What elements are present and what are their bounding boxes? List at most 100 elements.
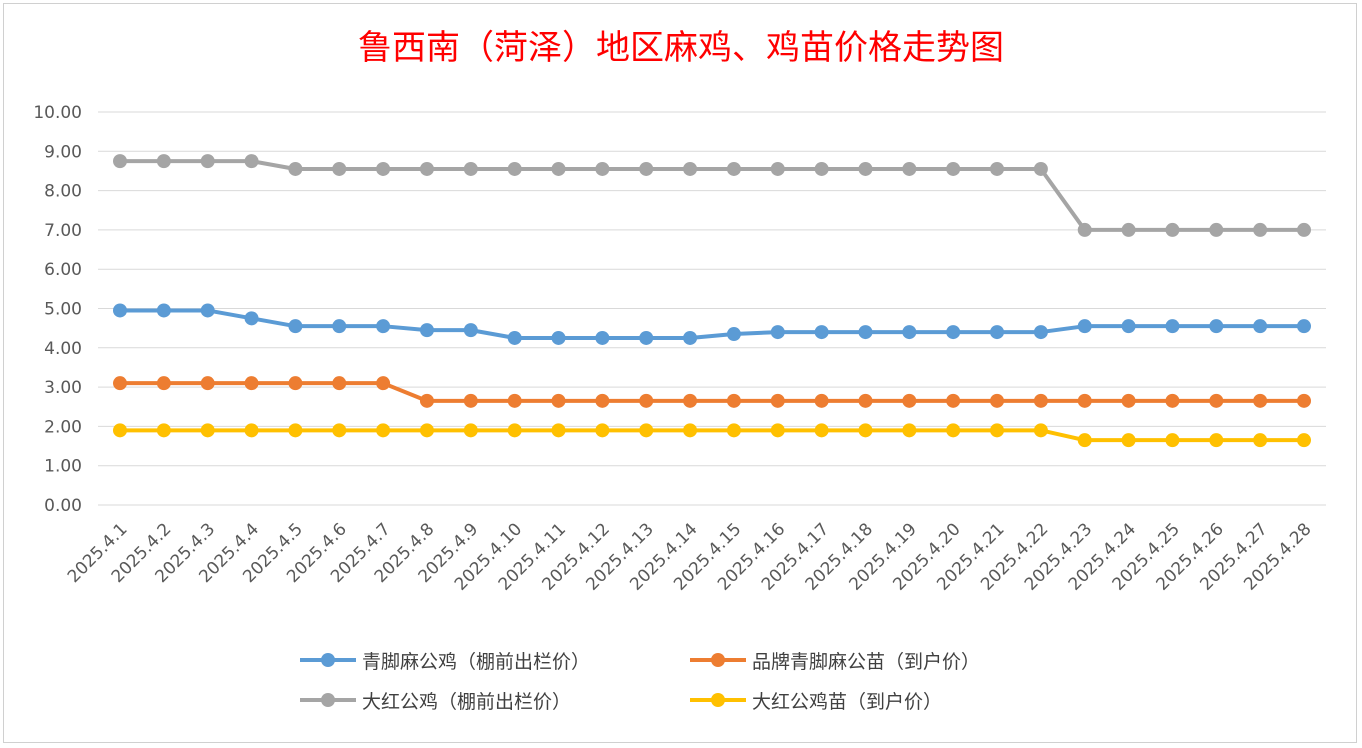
- data-point-s3-3[interactable]: [244, 423, 259, 438]
- data-point-s2-20[interactable]: [990, 161, 1005, 176]
- data-point-s3-7[interactable]: [419, 423, 434, 438]
- legend-item-series-0[interactable]: 青脚麻公鸡（棚前出栏价）: [300, 646, 690, 674]
- data-point-s0-11[interactable]: [595, 330, 610, 345]
- data-point-s0-5[interactable]: [332, 319, 347, 334]
- data-point-s1-13[interactable]: [683, 393, 698, 408]
- legend-item-series-1[interactable]: 品牌青脚麻公苗（到户价）: [690, 646, 1080, 674]
- data-point-s0-23[interactable]: [1121, 319, 1136, 334]
- data-point-s1-21[interactable]: [1033, 393, 1048, 408]
- data-point-s2-13[interactable]: [683, 161, 698, 176]
- data-point-s0-8[interactable]: [463, 323, 478, 338]
- data-point-s2-12[interactable]: [639, 161, 654, 176]
- data-point-s0-27[interactable]: [1297, 319, 1311, 334]
- data-point-s3-5[interactable]: [332, 423, 347, 438]
- data-point-s1-2[interactable]: [200, 376, 215, 391]
- data-point-s2-8[interactable]: [463, 161, 478, 176]
- data-point-s2-23[interactable]: [1121, 222, 1136, 237]
- data-point-s0-17[interactable]: [858, 325, 873, 340]
- data-point-s3-26[interactable]: [1253, 433, 1268, 448]
- data-point-s0-22[interactable]: [1077, 319, 1092, 334]
- data-point-s2-14[interactable]: [726, 161, 741, 176]
- data-point-s2-18[interactable]: [902, 161, 917, 176]
- data-point-s1-26[interactable]: [1253, 393, 1268, 408]
- data-point-s0-10[interactable]: [551, 330, 566, 345]
- data-point-s2-10[interactable]: [551, 161, 566, 176]
- data-point-s3-22[interactable]: [1077, 433, 1092, 448]
- data-point-s1-15[interactable]: [770, 393, 785, 408]
- data-point-s3-21[interactable]: [1033, 423, 1048, 438]
- data-point-s0-4[interactable]: [288, 319, 303, 334]
- data-point-s3-1[interactable]: [156, 423, 171, 438]
- data-point-s3-16[interactable]: [814, 423, 829, 438]
- legend-item-series-3[interactable]: 大红公鸡苗（到户价）: [690, 686, 1080, 714]
- data-point-s2-25[interactable]: [1209, 222, 1224, 237]
- data-point-s1-1[interactable]: [156, 376, 171, 391]
- data-point-s0-25[interactable]: [1209, 319, 1224, 334]
- data-point-s3-24[interactable]: [1165, 433, 1180, 448]
- data-point-s0-1[interactable]: [156, 303, 171, 318]
- data-point-s1-25[interactable]: [1209, 393, 1224, 408]
- data-point-s2-0[interactable]: [113, 154, 127, 169]
- data-point-s2-24[interactable]: [1165, 222, 1180, 237]
- data-point-s1-6[interactable]: [376, 376, 391, 391]
- data-point-s2-1[interactable]: [156, 154, 171, 169]
- data-point-s2-17[interactable]: [858, 161, 873, 176]
- data-point-s1-14[interactable]: [726, 393, 741, 408]
- data-point-s1-20[interactable]: [990, 393, 1005, 408]
- data-point-s1-16[interactable]: [814, 393, 829, 408]
- data-point-s3-25[interactable]: [1209, 433, 1224, 448]
- data-point-s0-9[interactable]: [507, 330, 522, 345]
- data-point-s3-23[interactable]: [1121, 433, 1136, 448]
- data-point-s1-9[interactable]: [507, 393, 522, 408]
- data-point-s0-13[interactable]: [683, 330, 698, 345]
- data-point-s2-21[interactable]: [1033, 161, 1048, 176]
- data-point-s0-18[interactable]: [902, 325, 917, 340]
- data-point-s2-2[interactable]: [200, 154, 215, 169]
- data-point-s3-27[interactable]: [1297, 433, 1311, 448]
- data-point-s2-5[interactable]: [332, 161, 347, 176]
- data-point-s1-0[interactable]: [113, 376, 127, 391]
- data-point-s1-11[interactable]: [595, 393, 610, 408]
- data-point-s3-17[interactable]: [858, 423, 873, 438]
- data-point-s1-27[interactable]: [1297, 393, 1311, 408]
- data-point-s1-24[interactable]: [1165, 393, 1180, 408]
- legend-item-series-2[interactable]: 大红公鸡（棚前出栏价）: [300, 686, 690, 714]
- data-point-s3-12[interactable]: [639, 423, 654, 438]
- data-point-s3-13[interactable]: [683, 423, 698, 438]
- data-point-s0-15[interactable]: [770, 325, 785, 340]
- data-point-s2-26[interactable]: [1253, 222, 1268, 237]
- data-point-s3-14[interactable]: [726, 423, 741, 438]
- data-point-s2-15[interactable]: [770, 161, 785, 176]
- data-point-s1-23[interactable]: [1121, 393, 1136, 408]
- data-point-s3-9[interactable]: [507, 423, 522, 438]
- data-point-s3-18[interactable]: [902, 423, 917, 438]
- data-point-s1-5[interactable]: [332, 376, 347, 391]
- data-point-s2-16[interactable]: [814, 161, 829, 176]
- data-point-s1-12[interactable]: [639, 393, 654, 408]
- data-point-s0-20[interactable]: [990, 325, 1005, 340]
- data-point-s1-19[interactable]: [946, 393, 961, 408]
- data-point-s0-3[interactable]: [244, 311, 259, 326]
- data-point-s2-19[interactable]: [946, 161, 961, 176]
- data-point-s1-7[interactable]: [419, 393, 434, 408]
- data-point-s3-6[interactable]: [376, 423, 391, 438]
- data-point-s0-21[interactable]: [1033, 325, 1048, 340]
- data-point-s3-2[interactable]: [200, 423, 215, 438]
- data-point-s3-20[interactable]: [990, 423, 1005, 438]
- data-point-s3-4[interactable]: [288, 423, 303, 438]
- data-point-s0-6[interactable]: [376, 319, 391, 334]
- data-point-s3-0[interactable]: [113, 423, 127, 438]
- data-point-s2-6[interactable]: [376, 161, 391, 176]
- data-point-s0-14[interactable]: [726, 327, 741, 342]
- data-point-s0-12[interactable]: [639, 330, 654, 345]
- data-point-s2-9[interactable]: [507, 161, 522, 176]
- data-point-s0-16[interactable]: [814, 325, 829, 340]
- data-point-s0-19[interactable]: [946, 325, 961, 340]
- data-point-s1-4[interactable]: [288, 376, 303, 391]
- data-point-s1-3[interactable]: [244, 376, 259, 391]
- data-point-s2-27[interactable]: [1297, 222, 1311, 237]
- data-point-s1-8[interactable]: [463, 393, 478, 408]
- data-point-s1-18[interactable]: [902, 393, 917, 408]
- data-point-s3-11[interactable]: [595, 423, 610, 438]
- data-point-s1-17[interactable]: [858, 393, 873, 408]
